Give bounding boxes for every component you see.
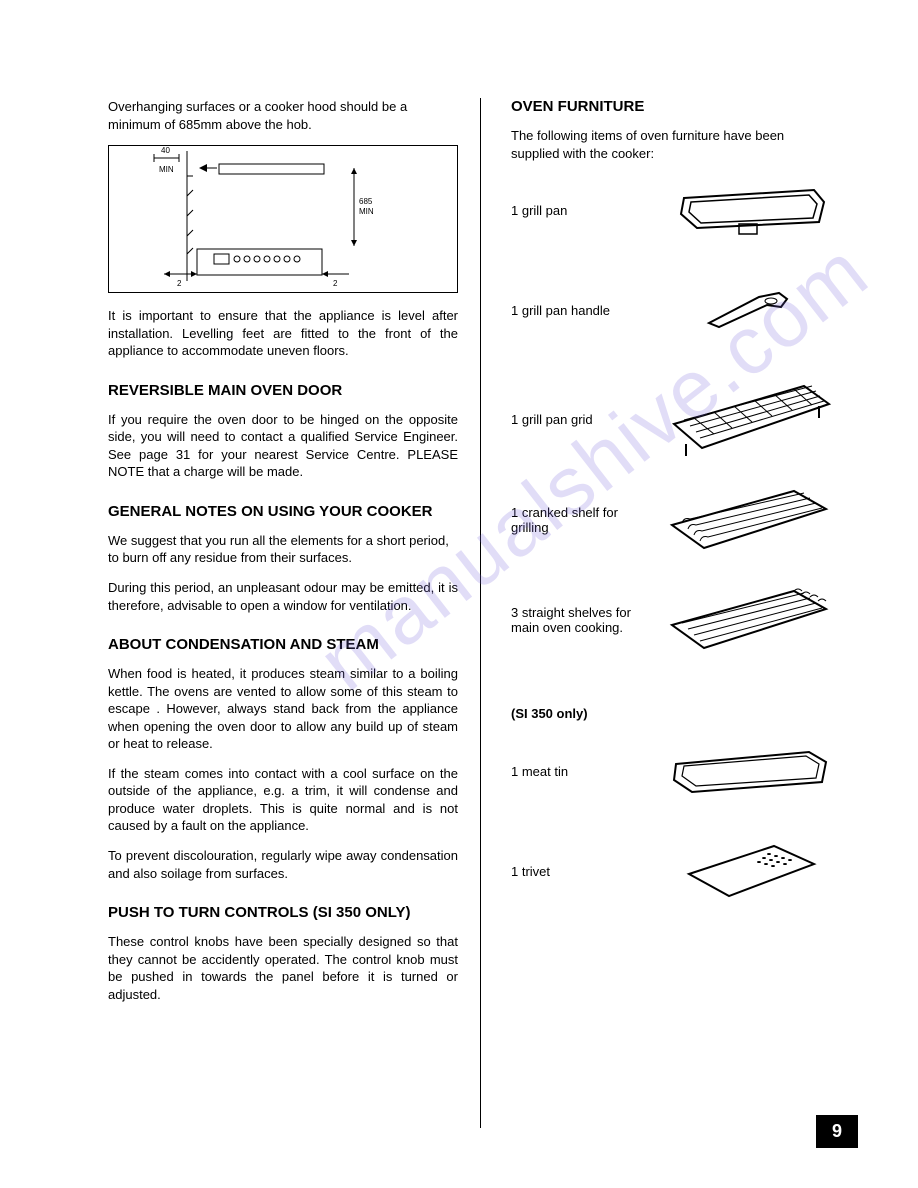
push-body: These control knobs have been specially … xyxy=(108,933,458,1003)
page-number: 9 xyxy=(816,1115,858,1148)
grill-grid-icon xyxy=(664,374,834,464)
intro-para: Overhanging surfaces or a cooker hood sh… xyxy=(108,98,458,133)
cranked-shelf-icon xyxy=(664,484,834,556)
clearance-diagram: 40 MIN 685 MIN xyxy=(108,145,458,293)
furniture-row-grid: 1 grill pan grid xyxy=(511,374,833,464)
furniture-row-meattin: 1 meat tin xyxy=(511,735,833,807)
trivet-icon xyxy=(664,835,833,907)
furniture-row-shelves: 3 straight shelves for main oven cooking… xyxy=(511,584,833,656)
column-divider xyxy=(480,98,481,1128)
furniture-label: 1 trivet xyxy=(511,864,646,879)
furniture-heading: OVEN FURNITURE xyxy=(511,98,833,115)
furniture-label: 1 meat tin xyxy=(511,764,646,779)
si350-label: (SI 350 only) xyxy=(511,706,833,721)
general-p1: We suggest that you run all the elements… xyxy=(108,532,458,567)
svg-text:2: 2 xyxy=(177,279,182,288)
furniture-row-cranked: 1 cranked shelf for grilling xyxy=(511,484,833,556)
svg-text:685: 685 xyxy=(359,197,373,206)
svg-text:MIN: MIN xyxy=(359,207,374,216)
condensation-p1: When food is heated, it produces steam s… xyxy=(108,665,458,753)
svg-text:MIN: MIN xyxy=(159,165,174,174)
furniture-row-grillpan: 1 grill pan xyxy=(511,174,833,246)
reversible-body: If you require the oven door to be hinge… xyxy=(108,411,458,481)
push-heading: PUSH TO TURN CONTROLS (SI 350 ONLY) xyxy=(108,904,458,921)
general-p2: During this period, an unpleasant odour … xyxy=(108,579,458,614)
furniture-row-trivet: 1 trivet xyxy=(511,835,833,907)
furniture-row-handle: 1 grill pan handle xyxy=(511,274,833,346)
grill-pan-icon xyxy=(664,174,833,246)
straight-shelves-icon xyxy=(664,584,834,656)
furniture-label: 3 straight shelves for main oven cooking… xyxy=(511,605,646,635)
furniture-label: 1 grill pan grid xyxy=(511,412,646,427)
page-content: Overhanging surfaces or a cooker hood sh… xyxy=(108,98,858,1128)
furniture-label: 1 grill pan xyxy=(511,203,646,218)
level-note: It is important to ensure that the appli… xyxy=(108,307,458,360)
furniture-label: 1 cranked shelf for grilling xyxy=(511,505,646,535)
furniture-label: 1 grill pan handle xyxy=(511,303,646,318)
furniture-intro: The following items of oven furniture ha… xyxy=(511,127,833,162)
condensation-p3: To prevent discolouration, regularly wip… xyxy=(108,847,458,882)
condensation-p2: If the steam comes into contact with a c… xyxy=(108,765,458,835)
right-column: OVEN FURNITURE The following items of ov… xyxy=(503,98,833,1128)
svg-text:40: 40 xyxy=(161,146,170,155)
condensation-heading: ABOUT CONDENSATION AND STEAM xyxy=(108,636,458,653)
reversible-heading: REVERSIBLE MAIN OVEN DOOR xyxy=(108,382,458,399)
left-column: Overhanging surfaces or a cooker hood sh… xyxy=(108,98,458,1128)
grill-handle-icon xyxy=(664,274,833,346)
meat-tin-icon xyxy=(664,735,834,807)
svg-text:2: 2 xyxy=(333,279,338,288)
general-heading: GENERAL NOTES ON USING YOUR COOKER xyxy=(108,503,458,520)
